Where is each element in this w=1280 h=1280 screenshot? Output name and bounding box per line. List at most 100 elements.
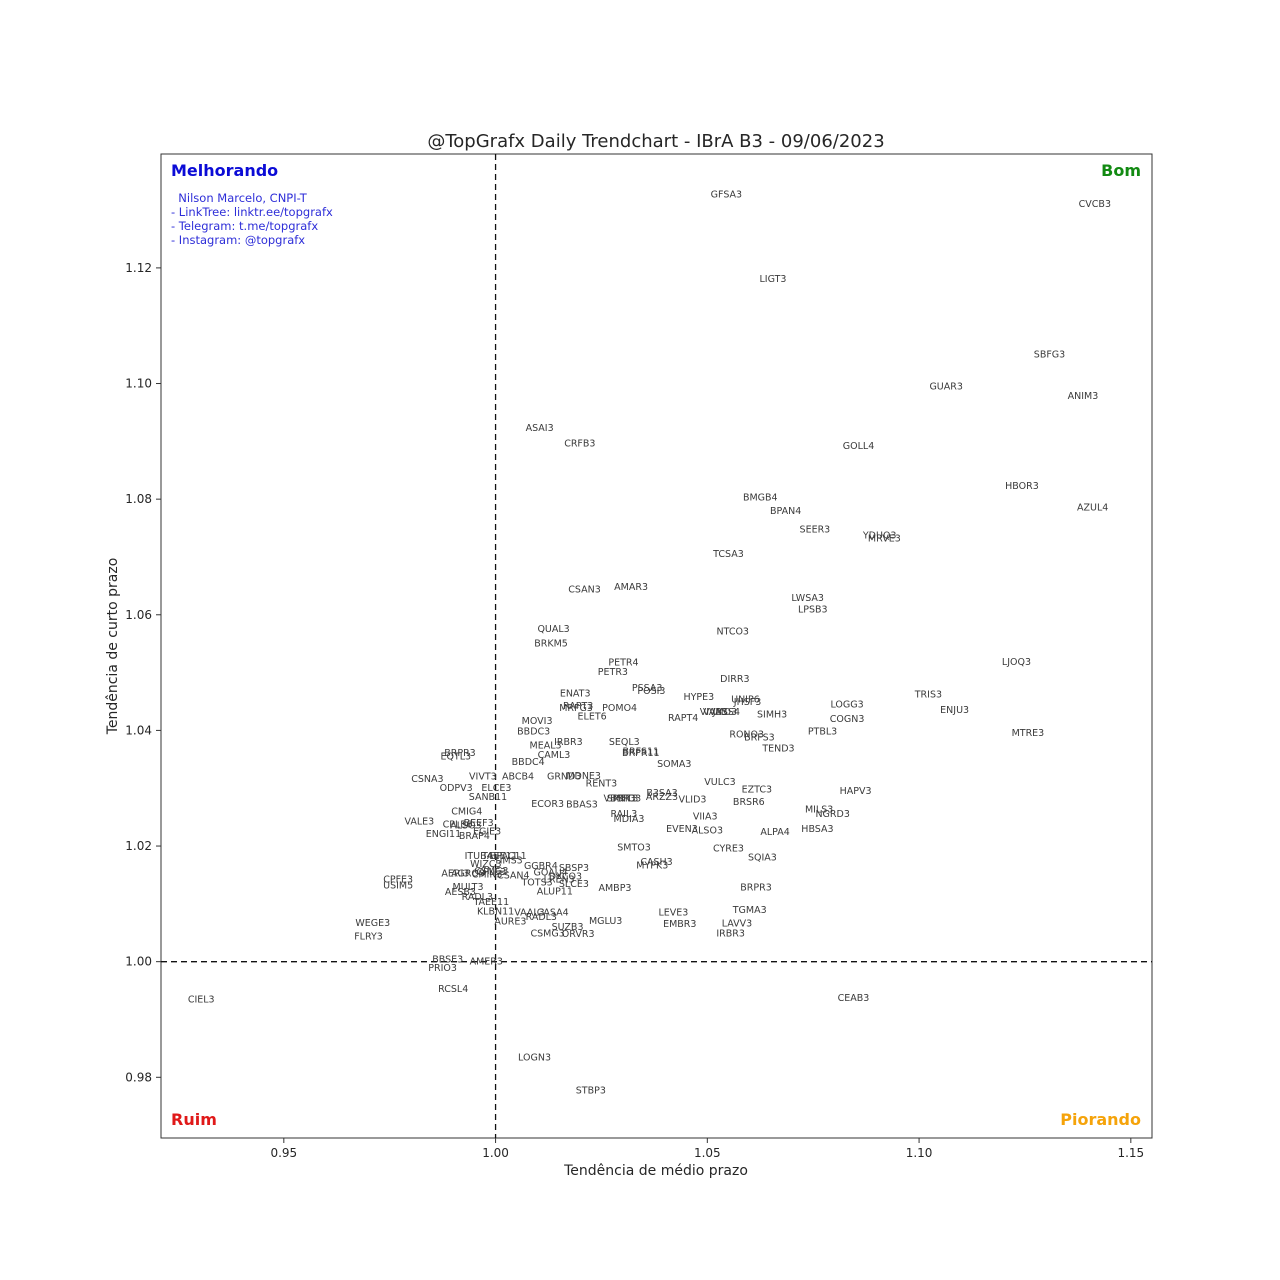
data-point-label: RADL3: [462, 892, 493, 903]
y-tick-label: 1.10: [125, 377, 152, 391]
data-point-label: ENAT3: [560, 688, 591, 699]
data-point-label: AMBP3: [598, 883, 631, 894]
data-point-label: VIVA3: [700, 707, 728, 718]
data-point-label: GOAU4: [534, 868, 568, 879]
data-point-label: VIVT3: [469, 772, 497, 783]
data-point-label: BRKM5: [534, 639, 568, 650]
data-point-label: BBAS3: [566, 799, 598, 810]
data-point-label: SQIA3: [748, 853, 777, 864]
data-point-label: IRBR3: [716, 928, 745, 939]
data-point-label: RAPT3: [563, 701, 593, 712]
data-point-label: CIEL3: [188, 995, 215, 1006]
x-axis-title: Tendência de médio prazo: [563, 1163, 748, 1179]
data-point-label: AMAR3: [614, 582, 648, 593]
credit-instagram: - Instagram: @topgrafx: [171, 233, 305, 247]
data-point-label: BRPR3: [740, 883, 772, 894]
data-point-label: ELET6: [578, 711, 607, 722]
data-point-label: MRVE3: [868, 533, 901, 544]
data-point-label: CAML3: [538, 750, 571, 761]
data-point-label: BBDC3: [517, 726, 550, 737]
data-point-label: TGMA3: [732, 905, 767, 916]
data-point-label: YDUQ3: [862, 530, 897, 541]
x-tick-label: 0.95: [270, 1146, 297, 1160]
data-point-label: ASAI3: [526, 423, 554, 434]
data-point-label: AESB3: [445, 887, 476, 898]
data-point-labels: GFSA3 CVCB3 LIGT3 SBFG3 GUAR3 ANIM3 GOLL4 ASAI3…: [188, 189, 1111, 1096]
data-point-label: ARZZ3: [646, 792, 678, 803]
data-point-label: CSMG3: [474, 866, 508, 877]
data-point-label: VBBR3: [604, 794, 636, 805]
x-tick-label: 1.00: [482, 1146, 509, 1160]
data-point-label: SBFG3: [1034, 350, 1065, 361]
data-point-label: SBSP3: [559, 863, 589, 874]
credit-linktree: - LinkTree: linktr.ee/topgrafx: [171, 205, 333, 219]
data-point-label: TIMS3: [493, 855, 523, 866]
x-tick-label: 1.10: [906, 1146, 933, 1160]
data-point-label: CRFB3: [564, 439, 595, 450]
data-point-label: USIM5: [383, 880, 413, 891]
data-point-label: AERI3: [441, 869, 469, 880]
data-point-label: LAVV3: [722, 918, 752, 929]
data-point-label: ODPV3: [440, 783, 473, 794]
data-point-label: PRIO3: [613, 794, 642, 805]
data-point-label: ALPA4: [760, 827, 789, 838]
data-point-label: BRAP4: [459, 831, 490, 842]
data-point-label: BMGB4: [743, 492, 778, 503]
data-point-label: MGLU3: [589, 916, 622, 927]
y-axis-ticks: 0.98 1.00 1.02 1.04 1.06 1.08 1.10 1.12: [125, 261, 161, 1084]
x-tick-label: 1.05: [694, 1146, 721, 1160]
data-point-label: PTBL3: [808, 726, 837, 737]
data-point-label: NGRD3: [815, 809, 849, 820]
data-point-label: GRND3: [547, 772, 581, 783]
data-point-label: SEQL3: [609, 737, 640, 748]
data-point-label: CASH3: [640, 857, 672, 868]
data-point-label: DXCO3: [549, 872, 582, 883]
data-point-label: RCSL4: [438, 984, 468, 995]
y-axis-title: Tendência de curto prazo: [105, 558, 121, 736]
data-point-label: MULT3: [453, 882, 484, 893]
data-point-label: KLBN11: [477, 906, 514, 917]
data-point-label: SMFT3: [607, 794, 638, 805]
data-point-label: LWSA3: [791, 593, 824, 604]
data-point-label: EGIE3: [473, 827, 501, 838]
data-point-label: MYPK3: [636, 861, 668, 872]
data-point-label: BRPR3: [444, 748, 476, 759]
data-point-label: RAPT4: [668, 713, 698, 724]
data-point-label: CPLE3: [476, 867, 506, 878]
author-credits: Nilson Marcelo, CNPI-T - LinkTree: linkt…: [171, 191, 333, 247]
plot-area: [160, 153, 1153, 1139]
data-point-label: BBSE3: [432, 954, 463, 965]
data-point-label: GGBR4: [524, 861, 558, 872]
data-point-label: LIGT3: [759, 274, 786, 285]
quadrant-label-ruim: Ruim: [171, 1110, 217, 1129]
data-point-label: MDNE3: [566, 771, 601, 782]
y-tick-label: 1.04: [125, 723, 152, 737]
data-point-label: BEEF3: [464, 818, 494, 829]
data-point-label: ANIM3: [1068, 391, 1099, 402]
data-point-label: ALSO3: [692, 825, 723, 836]
data-point-label: ITUB4: [465, 851, 493, 862]
data-point-label: MRFG3: [559, 703, 593, 714]
data-point-label: SIMH3: [757, 710, 787, 721]
data-point-label: BPAC11: [490, 851, 527, 862]
data-point-label: GUAR3: [929, 381, 962, 392]
data-point-label: PETR3: [598, 667, 628, 678]
data-point-label: LPSB3: [798, 604, 828, 615]
y-tick-label: 1.12: [125, 261, 152, 275]
data-point-label: EVEN3: [666, 824, 698, 835]
y-tick-label: 0.98: [125, 1070, 152, 1084]
data-point-label: HAPV3: [840, 786, 872, 797]
data-point-label: VULC3: [704, 777, 735, 788]
data-point-label: CMIG4: [451, 806, 482, 817]
data-point-label: CEAB3: [838, 993, 870, 1004]
data-point-label: HYPE3: [683, 692, 714, 703]
data-point-label: MILS3: [805, 805, 833, 816]
data-point-label: WIZC3: [470, 859, 501, 870]
data-point-label: RADL3: [526, 912, 557, 923]
data-point-label: LJOQ3: [1002, 657, 1031, 668]
data-point-label: BRSR6: [733, 797, 765, 808]
y-tick-label: 1.00: [125, 955, 152, 969]
data-point-label: RAIL3: [610, 809, 637, 820]
data-point-label: BRFS3: [744, 732, 775, 743]
data-point-label: BBDC4: [512, 757, 545, 768]
